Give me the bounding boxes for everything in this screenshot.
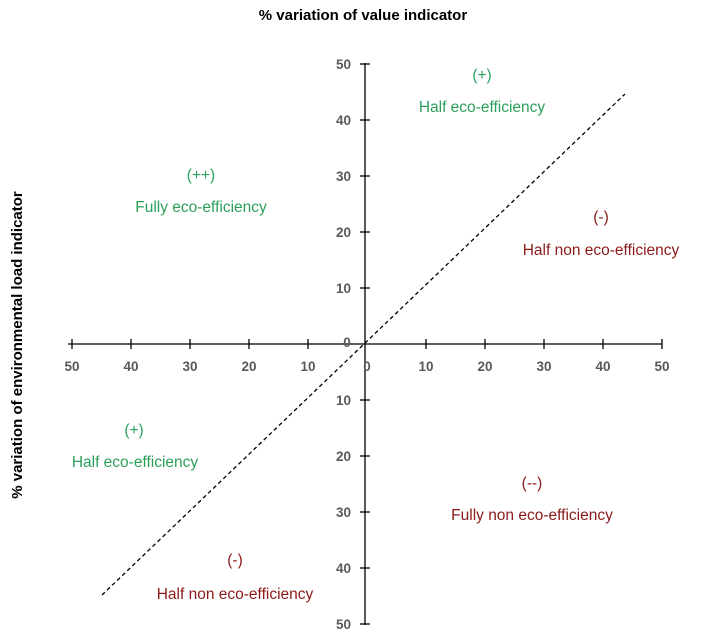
x-tick-label: 30 <box>536 359 551 374</box>
quadrant-label: Half eco-efficiency <box>419 99 546 116</box>
diagonal-dashed-line <box>101 93 626 596</box>
x-tick-label: 40 <box>123 359 138 374</box>
quadrant-top-left: (++) Fully eco-efficiency <box>135 167 267 216</box>
origin-label: 0 <box>343 335 351 350</box>
quadrant-label: Fully eco-efficiency <box>135 199 267 216</box>
x-tick-label: 10 <box>418 359 433 374</box>
quadrant-sign: (+) <box>472 67 491 84</box>
quadrant-sign: (-) <box>593 209 609 226</box>
y-tick-label: 40 <box>336 561 351 576</box>
quadrant-top-right: (+) Half eco-efficiency <box>419 67 546 116</box>
y-tick-label: 20 <box>336 449 351 464</box>
x-tick-label: 10 <box>300 359 315 374</box>
quadrant-right-upper: (-) Half non eco-efficiency <box>523 209 680 259</box>
quadrant-label: Half eco-efficiency <box>72 454 199 471</box>
y-tick-label: 50 <box>336 57 351 72</box>
quadrant-label: Half non eco-efficiency <box>523 242 680 259</box>
y-tick-label: 30 <box>336 169 351 184</box>
quadrant-label: Half non eco-efficiency <box>157 586 314 603</box>
quadrant-sign: (++) <box>187 167 215 184</box>
x-tick-label: 20 <box>241 359 256 374</box>
quadrant-left-lower: (+) Half eco-efficiency <box>72 422 199 471</box>
quadrant-label: Fully non eco-efficiency <box>451 507 613 524</box>
x-tick-label: 40 <box>595 359 610 374</box>
top-title: % variation of value indicator <box>259 7 468 24</box>
quadrant-bottom-left: (-) Half non eco-efficiency <box>157 552 314 603</box>
y-tick-label: 10 <box>336 393 351 408</box>
x-axis-ticks: 50 40 30 20 10 0 10 20 30 40 50 <box>64 339 670 374</box>
x-tick-label: 50 <box>654 359 669 374</box>
quadrant-sign: (--) <box>522 475 543 492</box>
y-tick-label: 40 <box>336 113 351 128</box>
y-tick-label: 10 <box>336 281 351 296</box>
x-tick-label: 30 <box>182 359 197 374</box>
quadrant-bottom-right: (--) Fully non eco-efficiency <box>451 475 613 524</box>
y-tick-label: 50 <box>336 617 351 632</box>
x-tick-label: 50 <box>64 359 79 374</box>
quadrant-sign: (-) <box>227 552 243 569</box>
y-tick-label: 30 <box>336 505 351 520</box>
quadrant-sign: (+) <box>124 422 143 439</box>
x-tick-label: 20 <box>477 359 492 374</box>
y-tick-label: 20 <box>336 225 351 240</box>
x-tick-label: 0 <box>363 359 371 374</box>
y-axis-ticks: 50 40 30 20 10 10 20 30 40 50 <box>336 57 370 632</box>
left-title: % variation of environmental load indica… <box>9 191 26 499</box>
